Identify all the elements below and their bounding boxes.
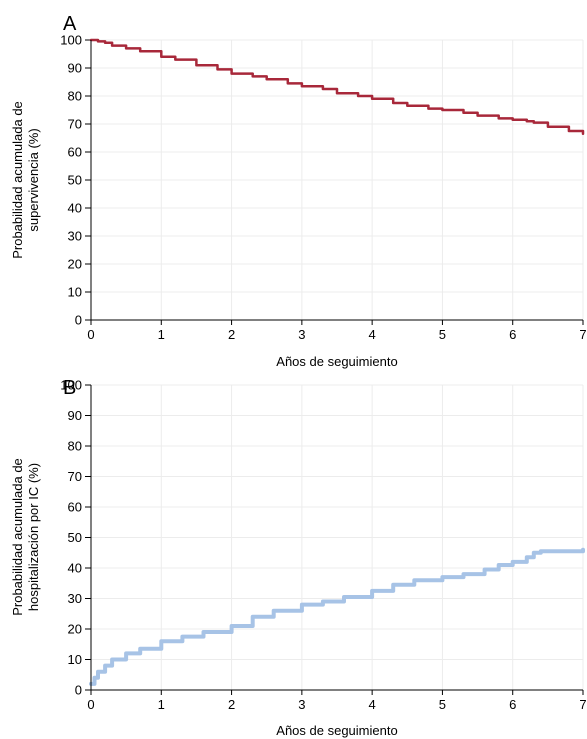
panel-b-y-tick-label-90: 90 xyxy=(68,408,82,423)
panel-b-y-axis-title-line-1: Probabilidad acumulada de xyxy=(10,458,25,616)
panel-b-x-tick-label-6: 6 xyxy=(509,697,516,712)
panel-b-series xyxy=(89,547,585,686)
panel-b-x-tick-label-3: 3 xyxy=(298,697,305,712)
panel-a-y-tick-label-20: 20 xyxy=(68,257,82,272)
panel-a-y-tick-label-80: 80 xyxy=(68,89,82,104)
panel-a-y-tick-label-60: 60 xyxy=(68,145,82,160)
panel-a-y-axis-title-line-2: supervivencia (%) xyxy=(26,128,41,231)
panel-b-y-tick-label-30: 30 xyxy=(68,591,82,606)
panel-a-y-tick-label-90: 90 xyxy=(68,61,82,76)
panel-a-grid xyxy=(91,39,584,320)
panel-b-x-tick-label-0: 0 xyxy=(87,697,94,712)
panel-b-axes xyxy=(90,385,583,691)
panel-b-y-tick-label-100: 100 xyxy=(60,378,82,393)
panel-a-x-tick-label-6: 6 xyxy=(509,327,516,342)
panel-b-y-tick-label-80: 80 xyxy=(68,439,82,454)
panel-a-y-tick-label-70: 70 xyxy=(68,117,82,132)
panel-b-y-tick-label-50: 50 xyxy=(68,530,82,545)
panel-a-x-tick-label-5: 5 xyxy=(439,327,446,342)
panel-a-x-tick-label-7: 7 xyxy=(579,327,586,342)
panel-a-label: A xyxy=(63,13,77,35)
panel-b-x-axis-title: Años de seguimiento xyxy=(276,723,397,738)
panel-b-y-tick-label-10: 10 xyxy=(68,652,82,667)
panel-b-grid xyxy=(91,384,584,690)
panel-b-x-tick-label-7: 7 xyxy=(579,697,586,712)
panel-a-x-axis-title: Años de seguimiento xyxy=(276,354,397,369)
panel-b-series-line-0 xyxy=(89,547,585,686)
panel-a-x-tick-label-4: 4 xyxy=(369,327,376,342)
panel-b-x-tick-label-1: 1 xyxy=(158,697,165,712)
panel-b-y-axis-title-line-2: hospitalización por IC (%) xyxy=(26,463,41,611)
panel-b-label: B xyxy=(63,377,76,399)
panel-a-x-tick-label-1: 1 xyxy=(158,327,165,342)
panel-b-y-tick-label-20: 20 xyxy=(68,622,82,637)
panel-a-y-tick-label-30: 30 xyxy=(68,229,82,244)
panel-b-x-tick-label-4: 4 xyxy=(369,697,376,712)
panel-b-y-tick-label-60: 60 xyxy=(68,500,82,515)
panel-a-y-tick-label-0: 0 xyxy=(75,313,82,328)
panel-a-y-tick-label-40: 40 xyxy=(68,201,82,216)
panel-b-y-axis-title: Probabilidad acumulada de hospitalizació… xyxy=(10,458,41,616)
panel-a-y-axis-title-line-1: Probabilidad acumulada de xyxy=(10,101,25,259)
panel-a-x-tick-label-3: 3 xyxy=(298,327,305,342)
panel-b-x-tick-label-2: 2 xyxy=(228,697,235,712)
panel-a-y-tick-label-50: 50 xyxy=(68,173,82,188)
panel-a-series xyxy=(89,38,585,136)
panel-a-y-tick-label-10: 10 xyxy=(68,285,82,300)
panel-b-y-tick-label-70: 70 xyxy=(68,469,82,484)
panel-a-axes xyxy=(90,40,583,321)
panel-a-x-tick-label-2: 2 xyxy=(228,327,235,342)
panel-b-y-tick-label-40: 40 xyxy=(68,561,82,576)
panel-b-x-tick-label-5: 5 xyxy=(439,697,446,712)
panel-b-y-tick-label-0: 0 xyxy=(75,683,82,698)
panel-a-y-tick-label-100: 100 xyxy=(60,33,82,48)
panel-a-x-tick-label-0: 0 xyxy=(87,327,94,342)
panel-a-y-axis-title: Probabilidad acumulada de supervivencia … xyxy=(10,101,41,259)
panel-a-series-line-0 xyxy=(89,38,585,136)
